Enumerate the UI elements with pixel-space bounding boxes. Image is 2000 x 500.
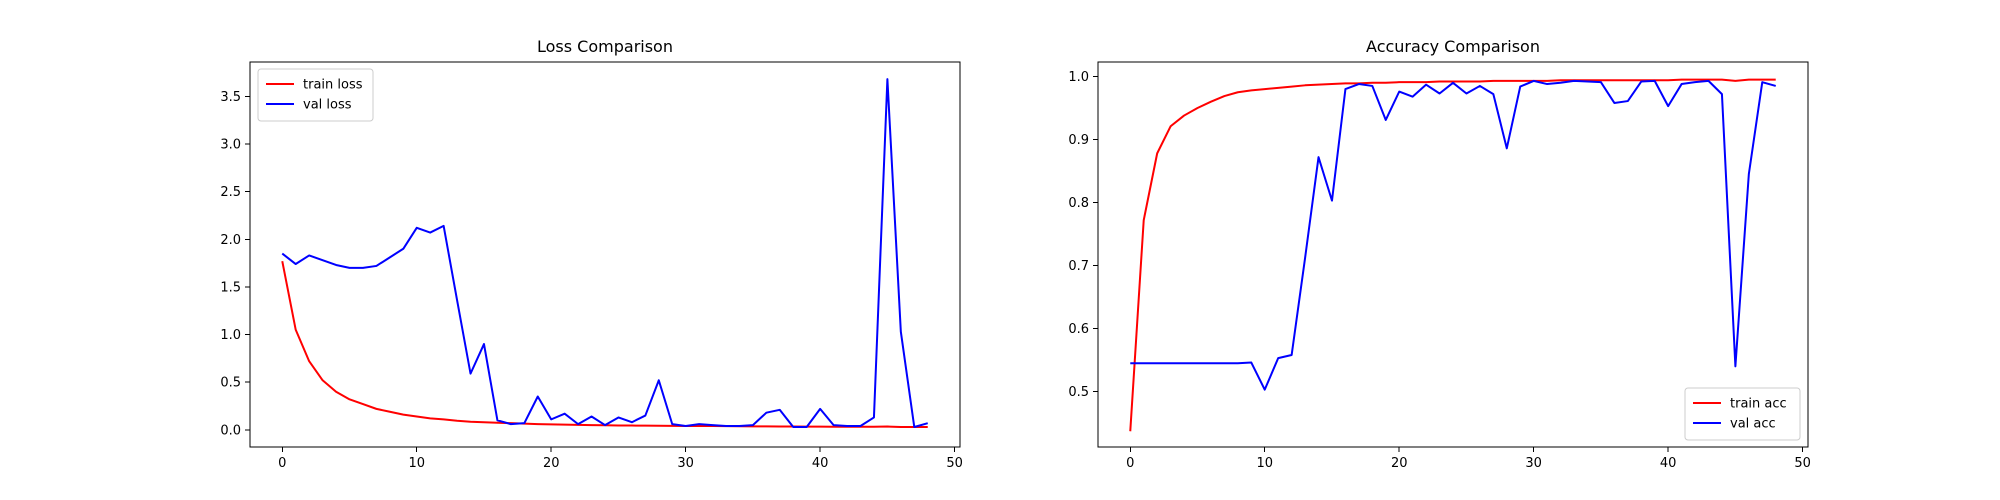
plot-border: [1097, 61, 1809, 448]
y-tick-label: 0.7: [1068, 259, 1089, 274]
y-tick-label: 1.5: [220, 280, 241, 295]
chart-title: Loss Comparison: [537, 37, 673, 56]
x-tick-label: 20: [543, 456, 560, 471]
x-tick-label: 30: [1525, 456, 1542, 471]
legend-label-train-acc: train acc: [1730, 397, 1787, 412]
y-tick-label: 0.9: [1068, 133, 1089, 148]
y-tick-label: 0.6: [1068, 322, 1089, 337]
y-tick-label: 3.5: [220, 90, 241, 105]
series-group: [1129, 78, 1777, 432]
y-tick-label: 1.0: [220, 328, 241, 343]
y-tick-label: 2.0: [220, 233, 241, 248]
x-tick-label: 10: [408, 456, 425, 471]
val-loss-line: [281, 78, 929, 428]
y-tick-label: 0.5: [220, 376, 241, 391]
plot-border: [249, 61, 961, 448]
y-tick-label: 2.5: [220, 185, 241, 200]
x-tick-label: 20: [1391, 456, 1408, 471]
val-acc-line: [1130, 79, 1777, 391]
legend-label-val-loss: val loss: [303, 98, 352, 113]
y-tick-label: 0.0: [220, 423, 241, 438]
axes-frame: 0 10 20 30 40 50 0.0 0.5 1.0 1.5 2.0 2.5 3.0 3.5: [220, 61, 963, 471]
legend-label-train-loss: train loss: [303, 78, 363, 93]
x-tick-label: 40: [812, 456, 829, 471]
legend: train loss val loss: [257, 68, 374, 122]
train-acc-line: [1129, 78, 1776, 432]
series-group: [281, 78, 929, 428]
legend: train acc val acc: [1684, 387, 1801, 441]
x-tick-label: 0: [278, 456, 286, 471]
y-tick-label: 0.5: [1068, 385, 1089, 400]
y-tick-label: 1.0: [1068, 70, 1089, 85]
legend-box: [257, 68, 374, 122]
x-tick-label: 10: [1256, 456, 1273, 471]
chart-title: Accuracy Comparison: [1366, 37, 1540, 56]
legend-label-val-acc: val acc: [1730, 417, 1776, 432]
x-tick-label: 30: [677, 456, 694, 471]
y-tick-label: 0.8: [1068, 196, 1089, 211]
x-tick-label: 50: [946, 456, 963, 471]
x-tick-label: 50: [1794, 456, 1811, 471]
x-tick-label: 0: [1126, 456, 1134, 471]
x-tick-label: 40: [1660, 456, 1677, 471]
loss-comparison-chart: Loss Comparison 0 10 20 30 40 50 0.0 0.5 1.0 1.5 2.…: [220, 37, 963, 471]
y-tick-label: 3.0: [220, 137, 241, 152]
legend-box: [1684, 387, 1801, 441]
axes-frame: 0 10 20 30 40 50 0.5 0.6 0.7 0.8 0.9 1.0: [1068, 61, 1811, 471]
